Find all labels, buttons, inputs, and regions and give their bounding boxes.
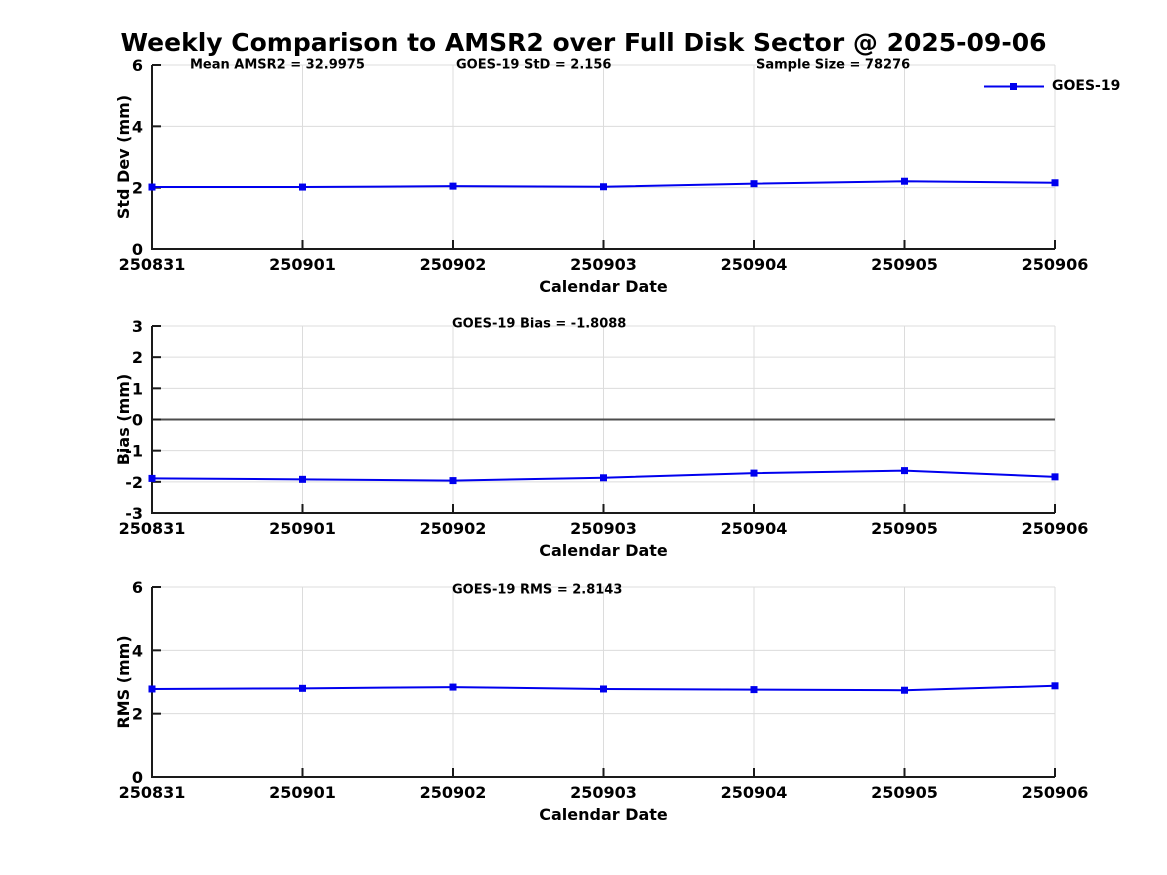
x-tick-label: 250906 — [1022, 783, 1089, 802]
legend-label: GOES-19 — [1052, 78, 1121, 94]
x-tick-label: 250901 — [269, 519, 336, 538]
y-tick-label: 0 — [132, 768, 143, 787]
y-tick-label: 0 — [132, 411, 143, 430]
data-point-marker — [750, 180, 758, 188]
x-tick-label: 250902 — [420, 255, 487, 274]
x-tick-label: 250906 — [1022, 519, 1089, 538]
x-tick-label: 250905 — [871, 783, 938, 802]
data-point-marker — [449, 683, 457, 691]
rms-subplot: 250831 250901 250902 250903 250904 250905 2509… — [114, 578, 1088, 824]
data-point-marker — [1051, 682, 1059, 690]
legend-square-marker-icon — [1010, 82, 1017, 90]
stat-annotation: GOES-19 Bias = -1.8088 — [452, 317, 626, 332]
x-tick-label: 250904 — [721, 255, 788, 274]
x-axis-label: Calendar Date — [539, 277, 668, 296]
x-axis-label: Calendar Date — [539, 541, 668, 560]
y-tick-label: -1 — [125, 442, 143, 461]
data-point-marker — [600, 183, 607, 191]
data-point-marker — [148, 685, 156, 693]
y-tick-label: 0 — [132, 240, 143, 259]
legend: GOES-19 — [983, 78, 1120, 94]
data-point-marker — [600, 474, 607, 482]
x-axis-label: Calendar Date — [539, 805, 668, 824]
data-point-marker — [299, 684, 306, 692]
x-tick-label: 250903 — [570, 783, 637, 802]
y-axis-label: Bias (mm) — [114, 374, 133, 466]
stat-annotation: GOES-19 StD = 2.156 — [456, 58, 611, 73]
y-tick-label: -3 — [125, 504, 143, 523]
data-point-marker — [449, 182, 457, 190]
x-tick-label: 250901 — [269, 255, 336, 274]
y-tick-label: -2 — [125, 473, 143, 492]
x-tick-label: 250905 — [871, 255, 938, 274]
x-tick-label: 250906 — [1022, 255, 1089, 274]
x-tick-label: 250904 — [721, 783, 788, 802]
bias-subplot: 250831 250901 250902 250903 250904 250905 2509… — [114, 317, 1088, 561]
y-tick-label: 3 — [132, 317, 143, 336]
y-tick-label: 6 — [132, 56, 143, 75]
figure-title: Weekly Comparison to AMSR2 over Full Dis… — [120, 28, 1047, 57]
data-point-marker — [1051, 473, 1059, 481]
x-tick-label: 250831 — [119, 783, 186, 802]
data-point-marker — [901, 686, 908, 694]
y-tick-label: 6 — [132, 578, 143, 597]
legend-line-sample — [984, 82, 1044, 90]
x-tick-label: 250901 — [269, 783, 336, 802]
x-tick-label: 250904 — [721, 519, 788, 538]
x-tick-label: 250902 — [420, 783, 487, 802]
y-tick-label: 2 — [132, 705, 143, 724]
data-point-marker — [299, 475, 306, 483]
x-tick-label: 250831 — [119, 255, 186, 274]
data-point-marker — [901, 467, 908, 475]
y-tick-label: 1 — [132, 379, 143, 398]
data-point-marker — [901, 177, 908, 185]
data-point-marker — [1051, 179, 1059, 187]
y-tick-label: 2 — [132, 179, 143, 198]
std-dev-subplot: 250831 250901 250902 250903 250904 250905 2509… — [114, 56, 1088, 296]
x-tick-label: 250905 — [871, 519, 938, 538]
data-point-marker — [148, 183, 156, 191]
data-point-marker — [449, 477, 457, 485]
y-tick-label: 4 — [132, 641, 143, 660]
x-tick-label: 250903 — [570, 255, 637, 274]
stat-annotation: GOES-19 RMS = 2.8143 — [452, 583, 622, 598]
x-tick-label: 250831 — [119, 519, 186, 538]
data-point-marker — [750, 469, 758, 477]
stat-annotation: Mean AMSR2 = 32.9975 — [190, 58, 365, 73]
data-point-marker — [148, 474, 156, 482]
stat-annotation: Sample Size = 78276 — [756, 58, 910, 73]
y-tick-label: 4 — [132, 117, 143, 136]
data-point-marker — [299, 183, 306, 191]
y-axis-label: Std Dev (mm) — [114, 95, 133, 219]
x-tick-label: 250902 — [420, 519, 487, 538]
data-point-marker — [750, 686, 758, 694]
data-point-marker — [600, 685, 607, 693]
y-tick-label: 2 — [132, 348, 143, 367]
x-tick-label: 250903 — [570, 519, 637, 538]
y-axis-label: RMS (mm) — [114, 635, 133, 728]
